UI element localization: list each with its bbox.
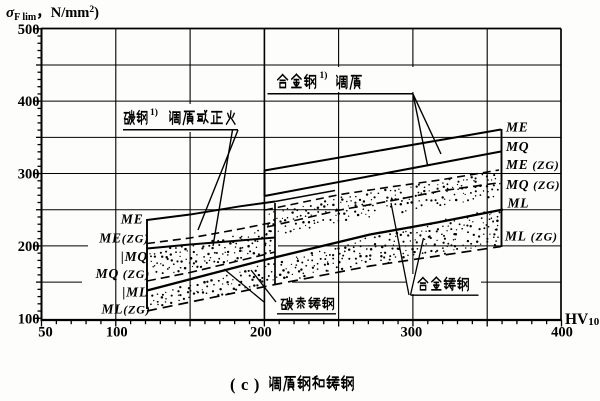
- svg-text:100: 100: [18, 311, 40, 327]
- svg-text:MQ (ZG): MQ (ZG): [95, 266, 150, 281]
- svg-text:1): 1): [150, 107, 158, 118]
- svg-text:ME: ME: [120, 211, 144, 226]
- svg-text:|MQ: |MQ: [121, 249, 148, 264]
- svg-text:MQ: MQ: [505, 139, 529, 154]
- svg-text:ME (ZG): ME (ZG): [505, 157, 560, 172]
- svg-text:HV10: HV10: [565, 311, 600, 328]
- svg-text:200: 200: [250, 325, 272, 341]
- svg-text:100: 100: [106, 325, 128, 341]
- svg-text:σF lim，N/mm2): σF lim，N/mm2): [6, 5, 99, 23]
- svg-text:50: 50: [38, 325, 53, 341]
- svg-text:500: 500: [18, 22, 40, 38]
- svg-text:300: 300: [18, 167, 40, 183]
- svg-text:ME(ZG): ME(ZG): [98, 230, 149, 245]
- svg-text:|ML: |ML: [122, 284, 148, 299]
- svg-text:ML (ZG): ML (ZG): [504, 228, 558, 243]
- svg-text:200: 200: [18, 239, 40, 255]
- svg-text:400: 400: [18, 94, 40, 110]
- svg-text:400: 400: [551, 325, 573, 341]
- svg-text:ML: ML: [507, 195, 530, 210]
- svg-text:(c): (c): [230, 375, 265, 394]
- svg-text:ML(ZG): ML(ZG): [100, 301, 150, 316]
- svg-text:MQ (ZG): MQ (ZG): [505, 177, 560, 192]
- svg-text:1): 1): [320, 70, 328, 81]
- svg-text:300: 300: [401, 325, 423, 341]
- svg-text:ME: ME: [505, 119, 529, 134]
